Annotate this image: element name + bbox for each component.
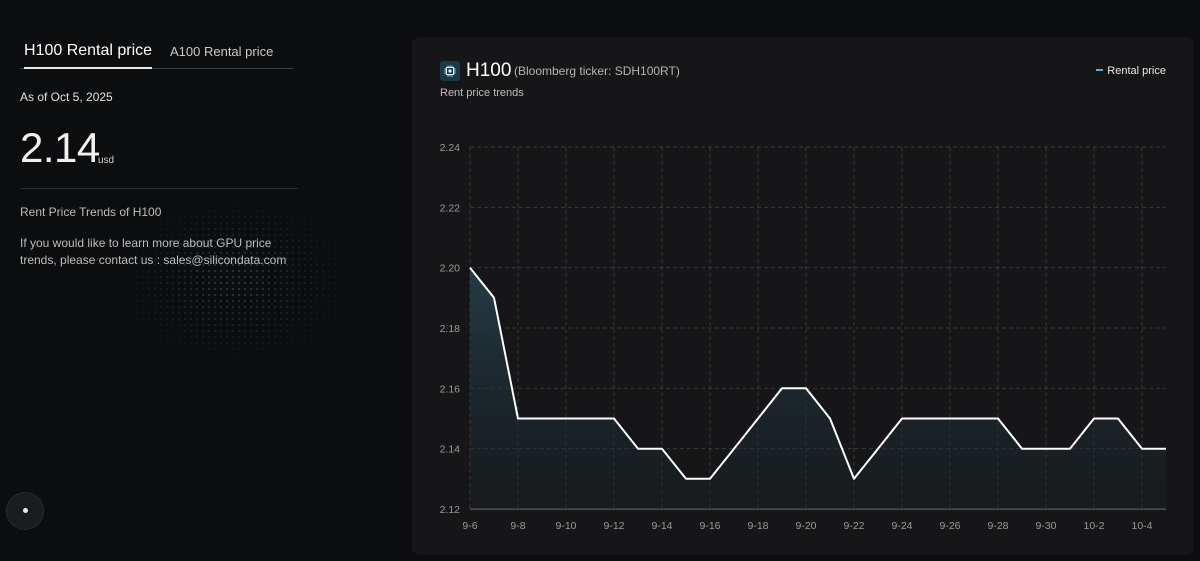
y-tick-label: 2.16 (440, 383, 461, 395)
divider (20, 188, 298, 189)
y-tick-label: 2.18 (440, 323, 461, 335)
x-tick-label: 9-30 (1035, 520, 1056, 532)
chip-icon (440, 61, 460, 81)
contact-text: If you would like to learn more about GP… (20, 236, 287, 267)
tab-a100-rental-price[interactable]: A100 Rental price (170, 44, 274, 59)
card-subtitle: Rent price trends (440, 87, 524, 99)
dot-pattern-decoration (110, 190, 360, 370)
x-tick-label: 10-2 (1083, 520, 1104, 532)
x-tick-label: 9-28 (987, 520, 1008, 532)
x-tick-label: 9-24 (891, 520, 912, 532)
x-axis-labels: 9-6 9-8 9-10 9-12 9-14 9-16 9-18 9-20 9-22 9-24 9-… (462, 520, 1152, 532)
chart-line (469, 267, 1166, 480)
x-tick-label: 9-22 (843, 520, 864, 532)
x-tick-label: 9-26 (939, 520, 960, 532)
x-tick-label: 9-12 (603, 520, 624, 532)
x-tick-label: 9-18 (747, 520, 768, 532)
price-unit: usd (98, 155, 115, 166)
y-axis-labels: 2.12 2.14 2.16 2.18 2.20 2.22 2.24 (440, 142, 461, 516)
x-tick-label: 10-4 (1131, 520, 1152, 532)
chart-area (470, 267, 1166, 509)
x-tick-label: 9-10 (555, 520, 576, 532)
trend-title: Rent Price Trends of H100 (20, 205, 162, 219)
as-of-date: As of Oct 5, 2025 (20, 90, 113, 104)
chart-card: H100 (Bloomberg ticker: SDH100RT) Rent p… (412, 37, 1194, 555)
tab-h100-rental-price[interactable]: H100 Rental price (24, 42, 153, 69)
x-tick-label: 9-16 (699, 520, 720, 532)
left-panel: H100 Rental price A100 Rental price As o… (6, 0, 360, 561)
x-tick-label: 9-8 (510, 520, 525, 532)
x-tick-label: 9-6 (462, 520, 477, 532)
current-price: 2.14 (20, 124, 100, 171)
y-tick-label: 2.24 (440, 142, 461, 154)
tab-bar: H100 Rental price A100 Rental price (20, 42, 294, 69)
y-tick-label: 2.22 (440, 202, 461, 214)
area-fill (470, 267, 1166, 509)
legend-label: Rental price (1107, 65, 1166, 77)
y-tick-label: 2.20 (440, 263, 461, 275)
price-chart: 2.122.142.162.182.202.222.24 9-6 9-8 9-10 9… (440, 142, 1166, 532)
y-tick-label: 2.12 (440, 504, 461, 516)
floating-button[interactable] (6, 492, 44, 530)
x-tick-label: 9-14 (651, 520, 672, 532)
chart-legend[interactable]: Rental price (1096, 65, 1166, 77)
y-tick-label: 2.14 (440, 444, 461, 456)
series-line-rental-price (469, 267, 1166, 480)
x-tick-label: 9-20 (795, 520, 816, 532)
button-dot-icon (23, 508, 28, 513)
legend-swatch (1096, 69, 1104, 72)
card-title: H100 (466, 60, 512, 81)
card-ticker: (Bloomberg ticker: SDH100RT) (514, 64, 680, 78)
